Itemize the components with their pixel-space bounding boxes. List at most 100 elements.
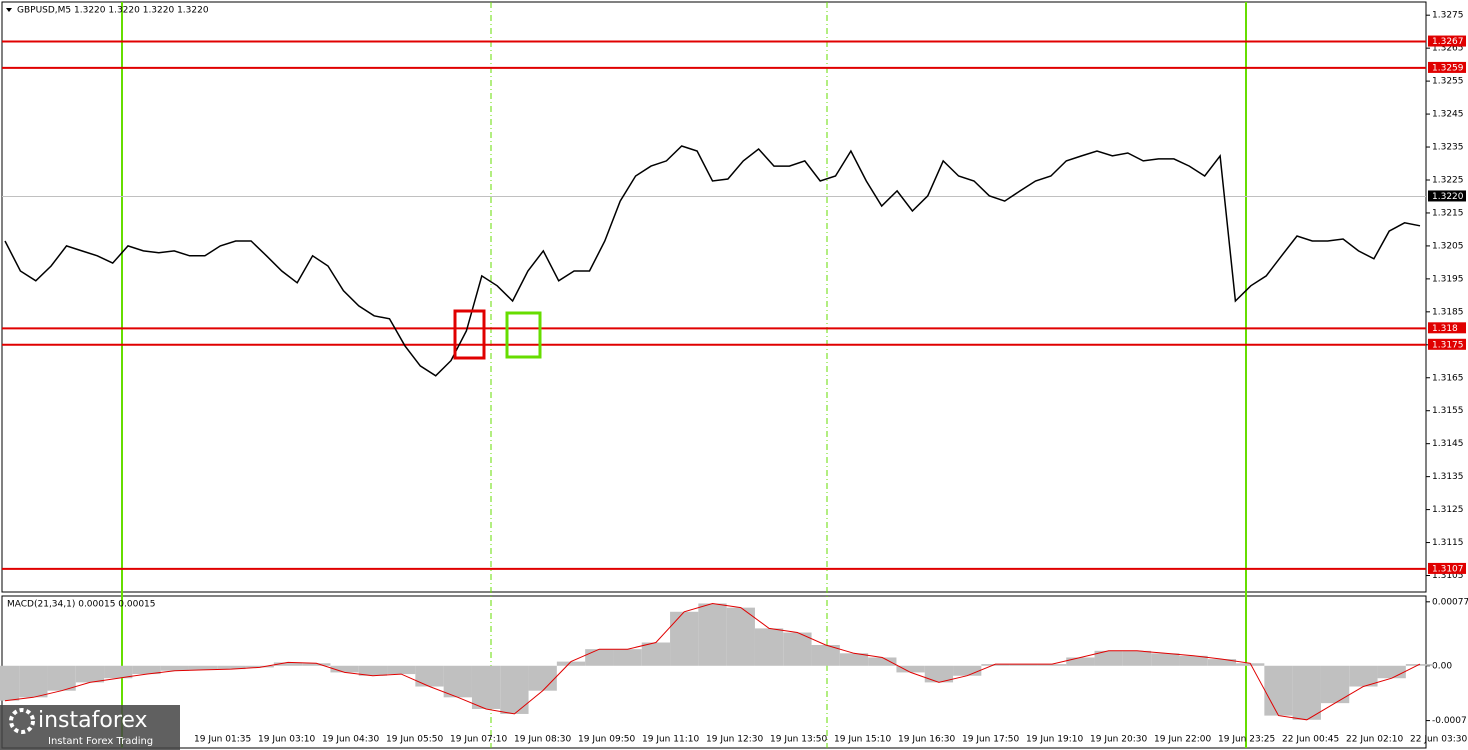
y-tick-label: 1.3265 — [1432, 44, 1464, 54]
macd-bar — [330, 665, 359, 673]
macd-bar — [1179, 655, 1208, 666]
plot-layer: 1.3275 1.3265 1.3255 1.3245 1.3235 1.3225 1.32… — [0, 11, 1468, 745]
macd-bar — [1009, 664, 1038, 666]
logo-tagline: Instant Forex Trading — [48, 736, 153, 747]
macd-bar — [981, 664, 1010, 666]
macd-bar — [1207, 659, 1237, 666]
x-tick-label: 19 Jun 23:25 — [1218, 735, 1275, 745]
y-tick-label: 1.3245 — [1432, 110, 1464, 120]
sell-signal-box — [453, 309, 486, 360]
macd-bar — [245, 665, 274, 668]
level-label-bg — [1428, 338, 1466, 350]
macd-bar — [0, 665, 20, 701]
x-tick-label: 19 Jun 04:30 — [322, 735, 379, 745]
macd-bar — [783, 632, 812, 666]
x-tick-label: 19 Jun 20:30 — [1090, 735, 1147, 745]
macd-bar — [1292, 665, 1321, 720]
macd-bar — [19, 665, 48, 698]
macd-bar — [924, 665, 954, 683]
macd-bar — [302, 663, 331, 666]
price-line — [4, 145, 1421, 377]
y-tick-label: 1.3195 — [1432, 274, 1464, 284]
macd-bar — [443, 665, 472, 698]
price-label: 1.3220 — [1432, 192, 1464, 202]
main-frame — [1, 1, 1427, 593]
level-label: 1.3107 — [1432, 564, 1464, 574]
macd-bar — [811, 645, 840, 666]
macd-bar — [1094, 650, 1123, 666]
y-tick-label: 1.3115 — [1432, 538, 1464, 548]
macd-bar — [1320, 665, 1350, 704]
macd-bar — [670, 611, 699, 666]
y-tick-label: 1.3185 — [1432, 307, 1464, 317]
x-tick-label: 22 Jun 02:10 — [1346, 735, 1403, 745]
macd-bar — [1151, 653, 1180, 666]
macd-bar — [160, 665, 189, 671]
y-tick-label: 0.00077 — [1432, 597, 1468, 607]
level-label: 1.3175 — [1432, 340, 1464, 350]
macd-bar — [698, 603, 727, 666]
macd-header: MACD(21,34,1) 0.00015 0.00015 — [7, 600, 156, 610]
level-label-bg — [1428, 322, 1466, 334]
macd-bar — [868, 657, 897, 666]
macd-bar — [132, 665, 161, 675]
level-label: 1.3267 — [1432, 37, 1464, 47]
level-label: 1.3259 — [1432, 63, 1464, 73]
x-tick-label: 22 Jun 00:45 — [1282, 735, 1339, 745]
macd-bar — [1405, 664, 1435, 666]
y-tick-label: 1.3105 — [1432, 571, 1464, 581]
y-tick-label: -0.0007 — [1432, 716, 1467, 726]
macd-bar — [754, 628, 784, 666]
x-tick-label: 19 Jun 03:10 — [258, 735, 315, 745]
macd-bar — [1236, 663, 1265, 666]
macd-bar — [556, 661, 586, 666]
level-label-bg — [1428, 35, 1466, 47]
x-tick-label: 19 Jun 22:00 — [1154, 735, 1211, 745]
macd-bar — [641, 642, 671, 666]
macd-bar — [273, 662, 303, 666]
macd-bar — [726, 607, 755, 666]
macd-bar — [585, 649, 614, 666]
macd-bar — [104, 665, 133, 679]
macd-bar — [75, 665, 105, 683]
x-tick-label: 19 Jun 13:50 — [770, 735, 827, 745]
macd-bar — [188, 665, 218, 670]
y-tick-label: 1.3215 — [1432, 208, 1464, 218]
y-tick-label: 1.3135 — [1432, 472, 1464, 482]
y-tick-label: 1.3255 — [1432, 77, 1464, 87]
x-tick-label: 19 Jun 12:30 — [706, 735, 763, 745]
y-tick-label: 1.3155 — [1432, 406, 1464, 416]
symbol-header: GBPUSD,M5 1.3220 1.3220 1.3220 1.3220 — [17, 6, 209, 16]
y-tick-label: 0.00 — [1432, 661, 1452, 671]
macd-bar — [1122, 650, 1152, 666]
y-tick-label: 1.3235 — [1432, 143, 1464, 153]
x-tick-label: 19 Jun 01:35 — [194, 735, 251, 745]
macd-bar — [471, 665, 501, 709]
level-label: 1.318 — [1432, 324, 1458, 334]
macd-bar — [896, 665, 925, 673]
x-tick-label: 19 Jun 07:10 — [450, 735, 507, 745]
macd-bar — [1377, 665, 1406, 679]
macd-bar — [1264, 665, 1293, 716]
macd-bar — [415, 665, 444, 687]
y-tick-label: 1.3205 — [1432, 241, 1464, 251]
macd-bar — [839, 653, 869, 666]
signal-line — [4, 602, 1421, 721]
x-tick-label: 19 Jun 19:10 — [1026, 735, 1083, 745]
macd-bar — [1349, 665, 1378, 687]
macd-bar — [217, 665, 246, 670]
y-tick-label: 1.3275 — [1432, 11, 1464, 21]
x-tick-label: 19 Jun 05:50 — [386, 735, 443, 745]
x-tick-label: 19 Jun 17:50 — [962, 735, 1019, 745]
x-tick-label: 19 Jun 08:30 — [514, 735, 571, 745]
price-label-bg — [1428, 190, 1466, 202]
y-tick-label: 1.3225 — [1432, 175, 1464, 185]
y-tick-label: 1.3165 — [1432, 373, 1464, 383]
macd-bar — [47, 665, 76, 691]
y-tick-label: 1.3125 — [1432, 505, 1464, 515]
menu-arrow — [6, 8, 12, 12]
macd-bar — [358, 665, 388, 676]
logo-brand: instaforex — [38, 708, 148, 733]
macd-bar — [613, 649, 642, 666]
